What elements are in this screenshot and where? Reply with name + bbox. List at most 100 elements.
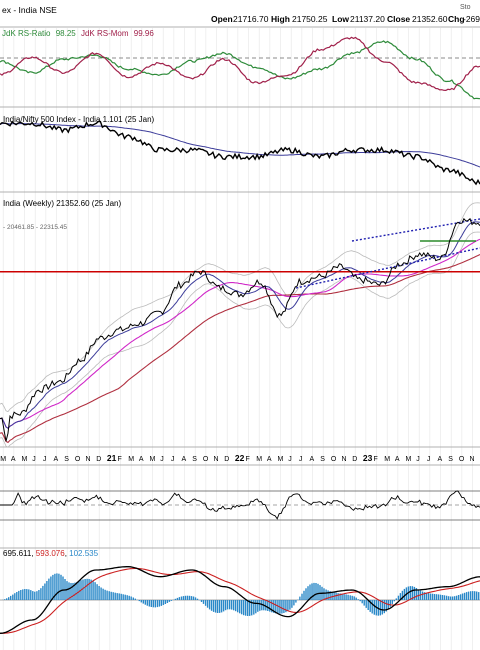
macd-histogram-bar	[18, 590, 20, 600]
macd-histogram-bar	[399, 593, 402, 600]
macd-histogram-bar	[186, 595, 189, 600]
macd-histogram-bar	[341, 593, 343, 600]
macd-histogram-bar	[329, 591, 331, 600]
macd-histogram-bar	[285, 600, 287, 613]
macd-histogram-bar	[48, 578, 50, 600]
oscillator-line	[0, 490, 480, 520]
macd-histogram-bar	[295, 600, 297, 603]
macd-histogram-bar	[16, 592, 18, 600]
chart-grid	[2, 28, 473, 650]
macd-histogram-bar	[435, 594, 438, 600]
x-tick-label: J	[32, 456, 36, 463]
macd-histogram-bar	[455, 595, 458, 600]
macd-histogram-bar	[433, 594, 436, 600]
macd-histogram-bar	[22, 589, 24, 600]
macd-histogram-bar	[146, 600, 148, 606]
macd-histogram-bar	[381, 600, 383, 615]
macd-histogram-bar	[200, 600, 203, 602]
macd-histogram-bar	[472, 591, 474, 600]
x-tick-label: D	[352, 456, 357, 463]
macd-histogram-bar	[453, 596, 456, 600]
macd-histogram-bar	[128, 595, 130, 600]
macd-histogram-bar	[90, 579, 92, 600]
macd-histogram-bar	[30, 590, 32, 600]
macd-histogram-bar	[226, 600, 229, 610]
macd-histogram-bar	[441, 595, 444, 600]
macd-histogram-bar	[84, 579, 86, 600]
macd-histogram-bar	[401, 590, 404, 600]
macd-histogram-bar	[214, 600, 217, 613]
x-tick-label: D	[224, 456, 229, 463]
macd-histogram-bar	[54, 573, 56, 600]
macd-histogram-bar	[447, 596, 450, 600]
macd-histogram-bar	[100, 587, 102, 600]
macd-histogram-bar	[96, 584, 98, 600]
macd-signal-line	[0, 567, 480, 634]
macd-histogram-bar	[166, 600, 169, 603]
macd-histogram-bar	[317, 583, 319, 600]
relative-ratio-line	[0, 120, 480, 186]
macd-histogram-bar	[389, 600, 391, 607]
rs-ratio-legend: JdK RS-Ratio	[2, 29, 51, 38]
x-tick-label: O	[75, 456, 81, 463]
macd-sep1: ,	[31, 549, 35, 558]
macd-histogram-bar	[164, 600, 167, 604]
x-tick-label: J	[171, 456, 175, 463]
chart-header: ex - India NSE Sto Open 21716.70 High 21…	[2, 4, 480, 24]
x-tick-label: D	[96, 456, 101, 463]
macd-histogram-bar	[229, 600, 231, 610]
rs-ratio-line	[0, 40, 480, 100]
macd-histogram-bar	[4, 599, 6, 600]
relative-panel: India/Nifty 500 Index - India 1.101 (25 …	[0, 115, 480, 186]
macd-histogram-bar	[237, 600, 239, 613]
macd-histogram-bar	[44, 583, 46, 600]
price-line	[0, 217, 480, 442]
ma-slow-line	[0, 254, 480, 444]
high-value: 21750.25	[292, 14, 328, 24]
macd-histogram-bar	[218, 600, 221, 613]
macd-histogram-bar	[126, 595, 128, 600]
macd-histogram-bar	[118, 593, 120, 600]
price-panel: India (Weekly) 21352.60 (25 Jan) - 20461…	[0, 199, 480, 448]
macd-histogram-bar	[355, 597, 357, 600]
macd-histogram-bar	[470, 591, 472, 600]
macd-histogram-bar	[76, 581, 78, 600]
macd-histogram-bar	[411, 586, 414, 600]
macd-histogram-bar	[102, 588, 104, 600]
x-tick-label: M	[0, 456, 6, 463]
macd-histogram-bar	[12, 594, 14, 600]
macd-histogram-bar	[277, 600, 279, 614]
macd-histogram-bar	[439, 594, 442, 600]
ma-mid-line	[0, 238, 480, 429]
macd-histogram-bar	[379, 600, 381, 616]
macd-histogram-bar	[104, 589, 106, 600]
macd-histogram-bar	[303, 590, 305, 600]
macd-histogram-bar	[28, 589, 30, 600]
macd-histogram-bar	[463, 592, 466, 600]
x-tick-label: A	[54, 456, 59, 463]
macd-histogram-bar	[86, 578, 88, 600]
macd-histogram-bar	[371, 600, 373, 614]
x-tick-label: J	[416, 456, 420, 463]
macd-histogram-bar	[38, 590, 40, 600]
macd-histogram-bar	[216, 600, 219, 613]
x-tick-label: O	[331, 456, 337, 463]
open-label: Open	[211, 14, 233, 24]
close-value: 21352.60	[412, 14, 448, 24]
macd-histogram-bar	[212, 600, 215, 612]
macd-histogram-bar	[327, 590, 329, 600]
macd-signal-value: 593.076	[36, 549, 65, 558]
macd-histogram-bar	[437, 594, 440, 600]
macd-histogram-bar	[429, 593, 432, 600]
macd-histogram-bar	[130, 596, 132, 600]
ma-fast-line	[0, 221, 480, 429]
macd-histogram-bar	[210, 600, 213, 611]
macd-histogram-bar	[170, 600, 173, 601]
macd-histogram-bar	[474, 591, 476, 600]
rs-panel-legend: JdK RS-Ratio 98.25 JdK RS-Mom 99.96	[2, 29, 154, 38]
macd-histogram-bar	[106, 590, 108, 600]
macd-histogram-bar	[202, 600, 205, 604]
macd-histogram-bar	[174, 598, 177, 600]
change-value: -269	[463, 14, 480, 24]
macd-histogram-bar	[110, 591, 112, 600]
